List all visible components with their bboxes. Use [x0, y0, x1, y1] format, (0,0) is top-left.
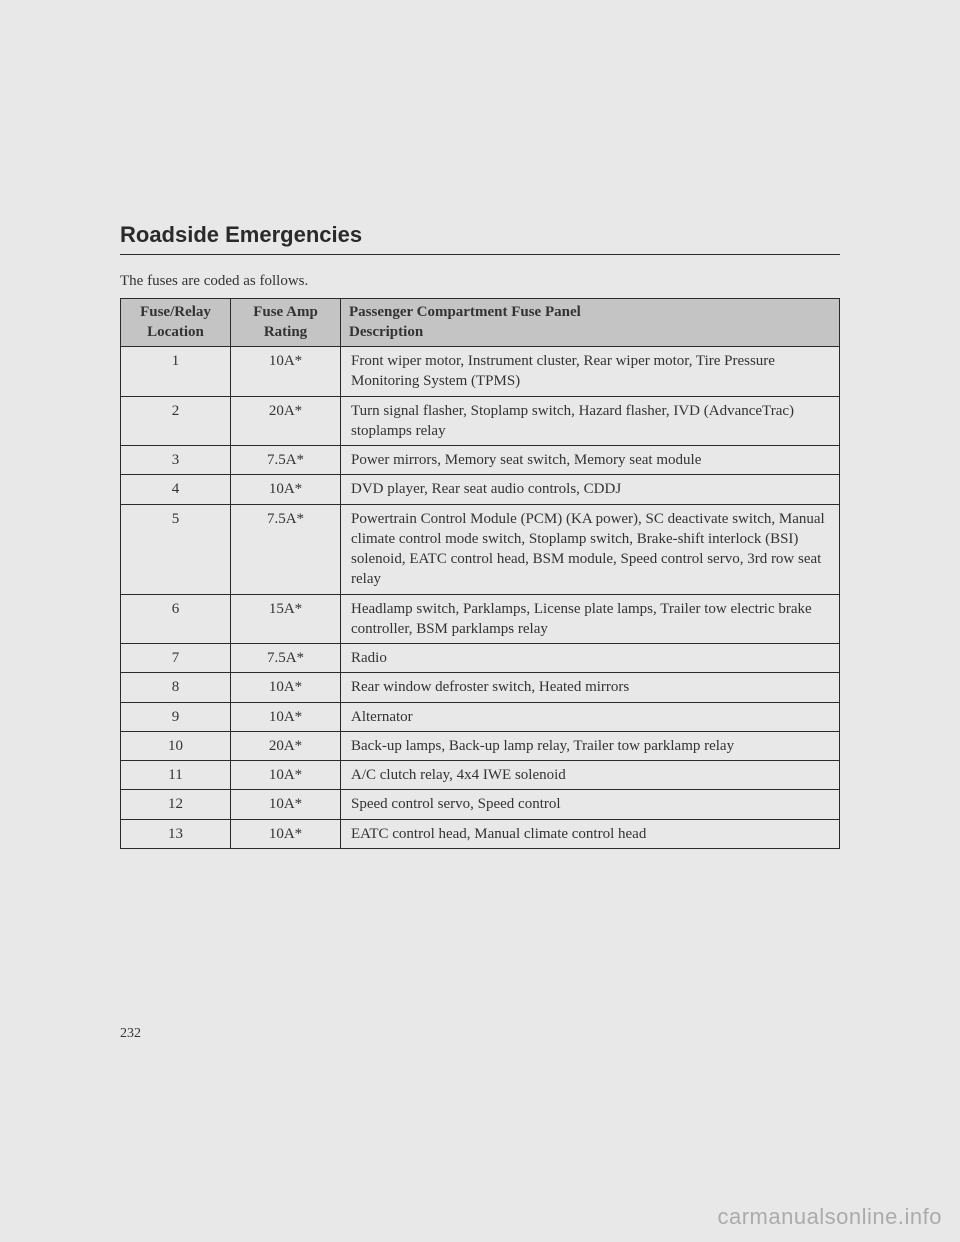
table-header-row: Fuse/Relay Location Fuse Amp Rating Pass…: [121, 299, 840, 347]
table-row: 220A*Turn signal flasher, Stoplamp switc…: [121, 396, 840, 446]
cell-location: 13: [121, 819, 231, 848]
cell-amp: 7.5A*: [231, 504, 341, 594]
cell-location: 9: [121, 702, 231, 731]
cell-location: 2: [121, 396, 231, 446]
table-row: 410A*DVD player, Rear seat audio control…: [121, 475, 840, 504]
table-row: 77.5A*Radio: [121, 644, 840, 673]
cell-location: 4: [121, 475, 231, 504]
cell-amp: 10A*: [231, 790, 341, 819]
cell-amp: 10A*: [231, 819, 341, 848]
cell-amp: 10A*: [231, 475, 341, 504]
cell-description: Power mirrors, Memory seat switch, Memor…: [341, 446, 840, 475]
header-loc-line2: Location: [147, 324, 204, 340]
cell-description: Alternator: [341, 702, 840, 731]
table-row: 37.5A*Power mirrors, Memory seat switch,…: [121, 446, 840, 475]
header-location: Fuse/Relay Location: [121, 299, 231, 347]
table-row: 615A*Headlamp switch, Parklamps, License…: [121, 594, 840, 644]
cell-amp: 7.5A*: [231, 446, 341, 475]
cell-description: Radio: [341, 644, 840, 673]
cell-amp: 20A*: [231, 396, 341, 446]
cell-amp: 10A*: [231, 761, 341, 790]
cell-description: Turn signal flasher, Stoplamp switch, Ha…: [341, 396, 840, 446]
cell-amp: 10A*: [231, 347, 341, 397]
section-title: Roadside Emergencies: [120, 222, 840, 248]
header-desc-line1: Passenger Compartment Fuse Panel: [349, 304, 581, 320]
cell-description: EATC control head, Manual climate contro…: [341, 819, 840, 848]
cell-description: Speed control servo, Speed control: [341, 790, 840, 819]
page-number: 232: [120, 1026, 141, 1042]
cell-location: 7: [121, 644, 231, 673]
intro-text: The fuses are coded as follows.: [120, 273, 840, 290]
table-row: 910A*Alternator: [121, 702, 840, 731]
cell-description: Back-up lamps, Back-up lamp relay, Trail…: [341, 731, 840, 760]
title-rule: [120, 254, 840, 255]
cell-location: 1: [121, 347, 231, 397]
cell-location: 3: [121, 446, 231, 475]
table-row: 57.5A*Powertrain Control Module (PCM) (K…: [121, 504, 840, 594]
cell-location: 12: [121, 790, 231, 819]
cell-amp: 15A*: [231, 594, 341, 644]
table-row: 1110A*A/C clutch relay, 4x4 IWE solenoid: [121, 761, 840, 790]
page-content: Roadside Emergencies The fuses are coded…: [120, 222, 840, 849]
table-row: 1310A*EATC control head, Manual climate …: [121, 819, 840, 848]
header-amp-line2: Rating: [264, 324, 307, 340]
table-row: 810A*Rear window defroster switch, Heate…: [121, 673, 840, 702]
cell-amp: 10A*: [231, 702, 341, 731]
table-row: 1210A*Speed control servo, Speed control: [121, 790, 840, 819]
cell-amp: 10A*: [231, 673, 341, 702]
cell-amp: 7.5A*: [231, 644, 341, 673]
table-row: 110A*Front wiper motor, Instrument clust…: [121, 347, 840, 397]
cell-description: Headlamp switch, Parklamps, License plat…: [341, 594, 840, 644]
header-desc: Passenger Compartment Fuse Panel Descrip…: [341, 299, 840, 347]
cell-location: 5: [121, 504, 231, 594]
table-row: 1020A*Back-up lamps, Back-up lamp relay,…: [121, 731, 840, 760]
cell-description: Powertrain Control Module (PCM) (KA powe…: [341, 504, 840, 594]
cell-description: Front wiper motor, Instrument cluster, R…: [341, 347, 840, 397]
fuse-table: Fuse/Relay Location Fuse Amp Rating Pass…: [120, 298, 840, 849]
cell-description: Rear window defroster switch, Heated mir…: [341, 673, 840, 702]
cell-description: A/C clutch relay, 4x4 IWE solenoid: [341, 761, 840, 790]
header-desc-line2: Description: [349, 324, 423, 340]
cell-location: 11: [121, 761, 231, 790]
cell-location: 6: [121, 594, 231, 644]
header-amp: Fuse Amp Rating: [231, 299, 341, 347]
header-amp-line1: Fuse Amp: [253, 304, 318, 320]
cell-amp: 20A*: [231, 731, 341, 760]
watermark: carmanualsonline.info: [717, 1204, 942, 1230]
header-loc-line1: Fuse/Relay: [140, 304, 211, 320]
cell-location: 8: [121, 673, 231, 702]
cell-location: 10: [121, 731, 231, 760]
cell-description: DVD player, Rear seat audio controls, CD…: [341, 475, 840, 504]
